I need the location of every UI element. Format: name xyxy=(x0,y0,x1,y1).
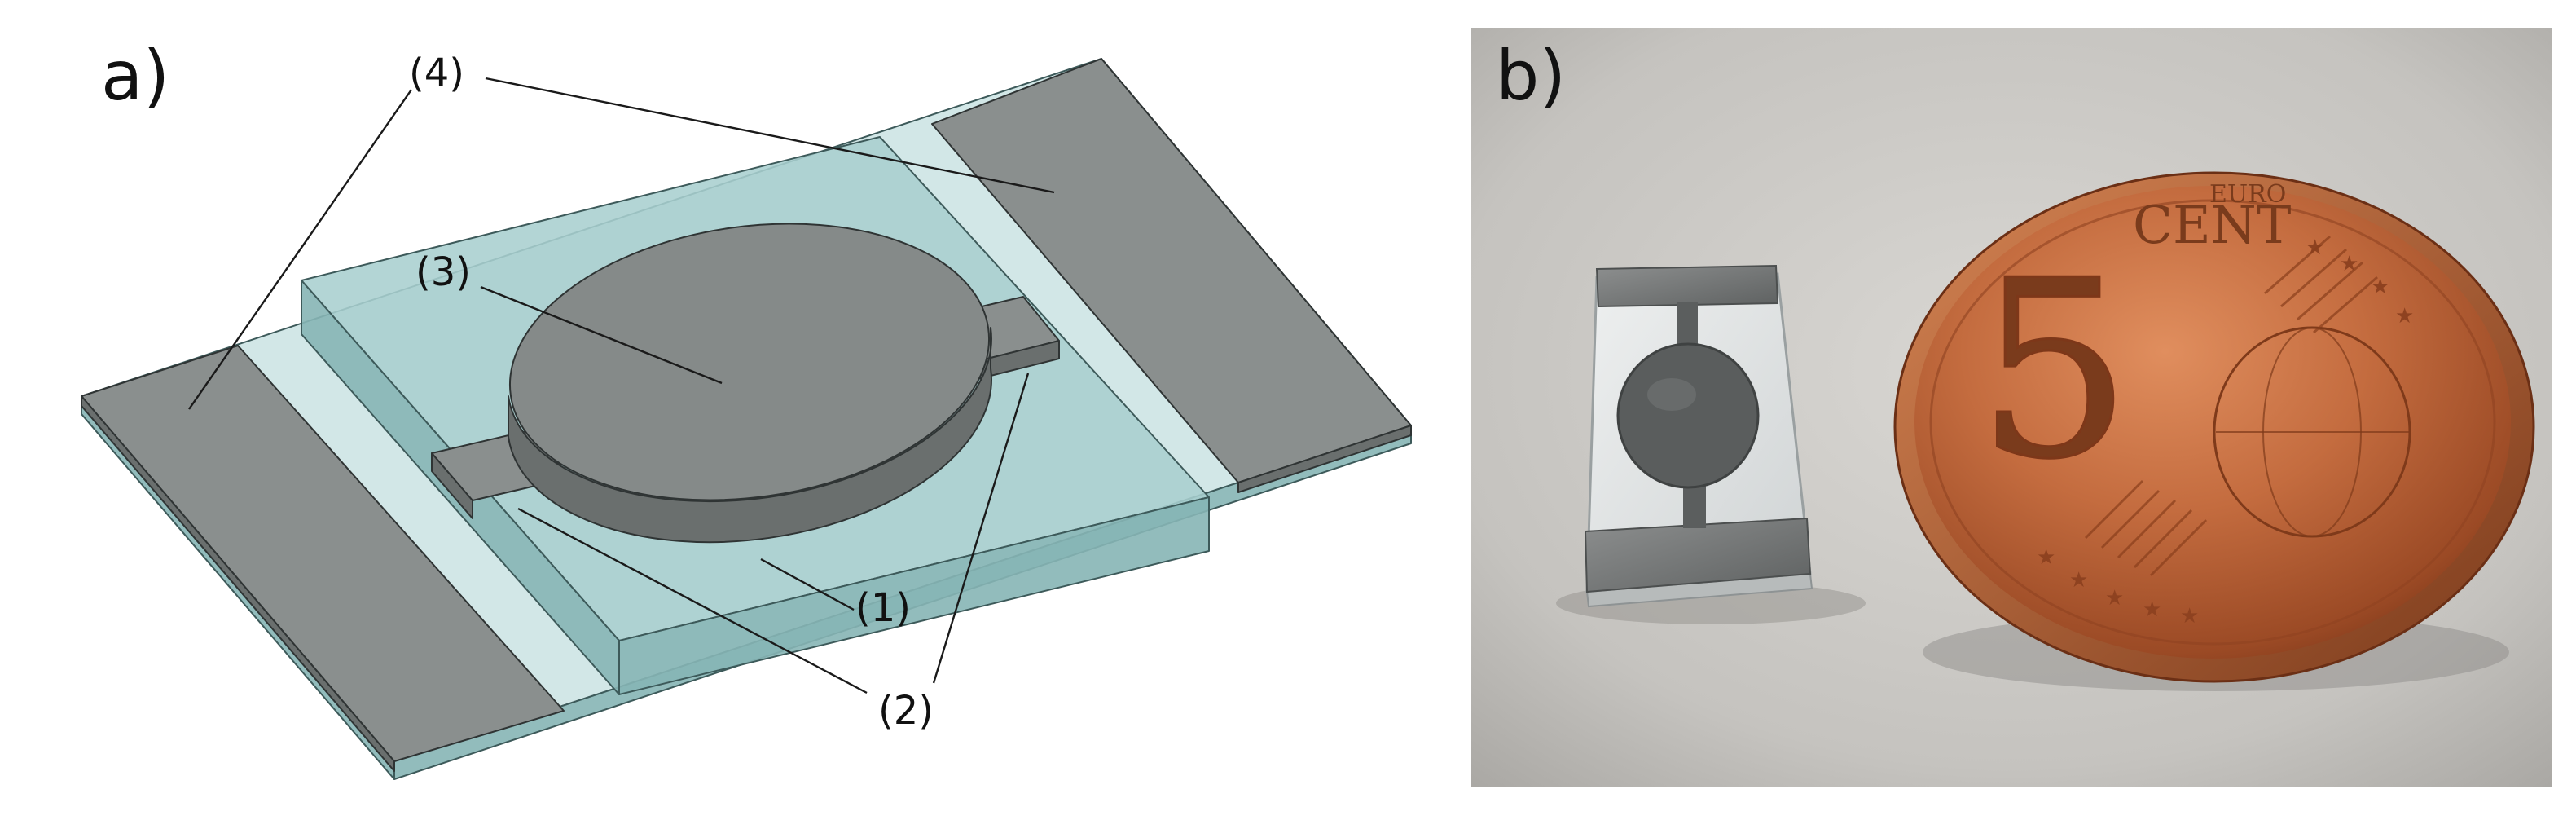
coin-word: CENT xyxy=(2133,196,2292,256)
svg-text:★: ★ xyxy=(2395,304,2414,328)
coin-numeral: 5 xyxy=(1976,228,2132,513)
electrode-pad-left-edge xyxy=(81,395,395,772)
svg-text:★: ★ xyxy=(2105,586,2124,611)
coin-face xyxy=(1914,186,2511,659)
coin-hatch-lines xyxy=(2084,235,2378,577)
svg-text:★: ★ xyxy=(2180,604,2199,628)
svg-text:★: ★ xyxy=(2143,597,2161,622)
svg-text:★: ★ xyxy=(2037,545,2055,570)
callout-3: (3) xyxy=(415,249,471,295)
chamber-top xyxy=(508,223,991,501)
coin-stars: ★ ★ ★ ★ ★ ★ ★ ★ ★ xyxy=(2037,236,2414,628)
chip-chamber-highlight xyxy=(1647,378,1696,411)
callout-2: (2) xyxy=(878,688,934,734)
electrode-pad-right-edge xyxy=(1237,425,1412,493)
leader-3 xyxy=(480,285,723,385)
callout-4: (4) xyxy=(409,51,464,96)
panel-a-label: a) xyxy=(101,36,169,116)
cover-side-front xyxy=(618,496,1210,695)
coin-inner-ring xyxy=(1929,199,2496,646)
chip-chamber xyxy=(1616,342,1760,489)
chamber-side-wall xyxy=(508,327,992,544)
panel-a-schematic: (4) (3) (1) (2) a) xyxy=(81,36,1412,780)
svg-text:★: ★ xyxy=(2371,275,2389,299)
leader-1 xyxy=(760,558,855,611)
svg-text:★: ★ xyxy=(2069,568,2088,593)
coin-word-small: EURO xyxy=(2209,180,2286,209)
callout-1: (1) xyxy=(855,585,911,631)
chip-pad-top xyxy=(1595,264,1779,308)
leader-4-left xyxy=(188,89,412,410)
leader-4-right xyxy=(485,77,1055,194)
panel-b-label: b) xyxy=(1496,36,1566,116)
leader-2-left xyxy=(517,507,868,694)
leader-2-right xyxy=(932,373,1030,684)
panel-b-photo: 5 EURO CENT ★ ★ ★ ★ ★ ★ ★ ★ ★ xyxy=(1471,28,2552,787)
chip-pad-bottom xyxy=(1584,517,1812,593)
channel-left-side xyxy=(431,452,473,519)
